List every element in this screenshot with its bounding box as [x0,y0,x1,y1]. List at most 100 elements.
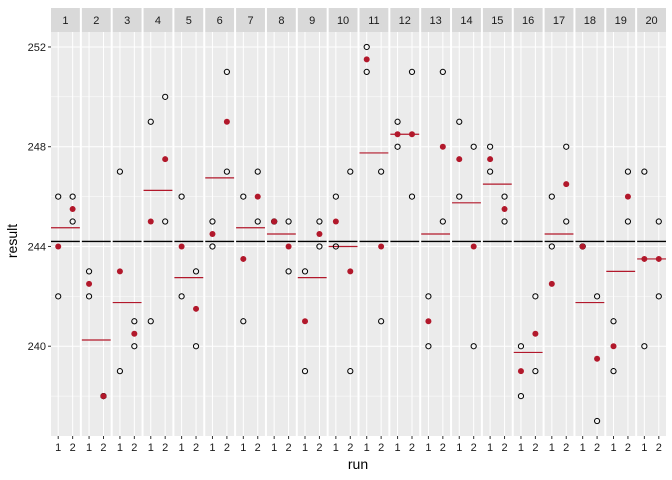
observation-point [532,368,539,375]
observation-point [470,143,477,150]
observation-point [285,268,292,275]
facet-strip-label: 10 [337,15,349,27]
observation-point [501,193,508,200]
observation-point [301,268,309,275]
facet-panel-12: 12 1 2 [390,8,420,454]
facet-panel-20: 201 2 [637,8,666,454]
facet-strip-label: 15 [491,15,503,27]
observation-point [223,68,230,76]
x-tick-label: 2 [70,442,76,454]
facet-panel-6: 6 1 2 [205,8,235,454]
run-mean-point [332,218,339,225]
facet-strip-label: 16 [522,15,534,27]
run-mean-point [517,368,524,375]
observation-point [332,193,339,200]
run-mean-point [624,193,631,200]
run-mean-point [240,255,247,262]
facet-strip-14 [452,8,481,32]
facet-strip-19 [606,8,636,32]
x-tick-label: 1 [610,442,616,454]
observation-point [624,168,632,175]
x-tick-label: 2 [162,442,168,454]
panel-background [81,32,111,436]
observation-point [209,218,216,225]
facet-panel-16: 161 2 [513,8,543,454]
x-tick-label: 2 [656,442,662,454]
observation-point [316,218,323,225]
observation-point [85,268,93,275]
observation-point [347,168,354,175]
observation-point [548,193,555,200]
observation-point [501,218,508,225]
run-mean-point [347,268,354,275]
facet-panel-8: 8 1 2 [266,8,296,454]
observation-point [147,318,154,325]
observation-point [641,343,648,350]
x-tick-label: 1 [641,442,647,454]
observation-point [316,243,323,250]
x-tick-label: 2 [409,442,415,454]
observation-point [487,143,494,150]
x-tick-label: 2 [100,442,106,454]
x-tick-label: 2 [378,442,384,454]
observation-point [487,168,494,175]
panel-background [359,32,389,436]
x-tick-label: 1 [456,442,462,454]
run-mean-point [439,143,446,150]
run-mean-point [363,56,370,63]
facet-strip-9 [297,8,327,32]
run-mean-point [456,156,463,163]
run-mean-point [193,305,200,312]
run-mean-point [116,268,123,275]
run-mean-point [69,206,76,213]
observation-point [439,68,446,76]
x-tick-label: 1 [55,442,61,454]
run-mean-point [408,131,415,138]
observation-point [85,293,93,300]
panel-background [575,32,605,436]
x-tick-label: 2 [286,442,292,454]
run-mean-point [100,393,107,400]
observation-point [394,143,401,150]
observation-point [116,168,124,175]
x-tick-label: 1 [240,442,246,454]
observation-point [394,118,401,125]
observation-point [593,293,601,300]
facet-strip-1 [51,8,80,32]
facet-panel-7: 7 1 2 [236,8,265,454]
observation-point [439,218,446,225]
panel-background [390,32,420,436]
facet-strip-label: 19 [615,15,627,27]
y-axis: 240 244 248 252 [28,42,51,353]
facet-strip-label: 12 [399,15,411,27]
panel-background [328,32,358,436]
facet-strip-label: 11 [368,15,379,27]
run-mean-point [610,343,617,350]
x-tick-label: 2 [563,442,569,454]
facet-panel-5: 5 1 2 [174,8,204,454]
x-tick-label: 1 [395,442,401,454]
facet-strip-label: 7 [247,15,253,27]
x-tick-label: 1 [425,442,431,454]
observation-point [192,343,200,350]
run-mean-point [302,318,309,325]
panel-background [236,32,265,436]
observation-point [470,343,477,350]
observation-point [517,343,525,350]
facet-strip-4 [143,8,173,32]
facet-panel-3: 3 1 2 [112,8,142,454]
observation-point [655,293,662,300]
y-tick-label: 244 [28,241,46,253]
observation-point [240,193,247,200]
run-mean-point [501,206,508,213]
facet-strip-17 [544,8,574,32]
x-tick-label: 1 [364,442,370,454]
observation-point [563,143,570,150]
x-tick-label: 2 [532,442,538,454]
facet-strip-label: 20 [645,15,657,27]
x-tick-label: 2 [501,442,507,454]
x-tick-label: 2 [131,442,137,454]
run-mean-point [548,280,555,287]
